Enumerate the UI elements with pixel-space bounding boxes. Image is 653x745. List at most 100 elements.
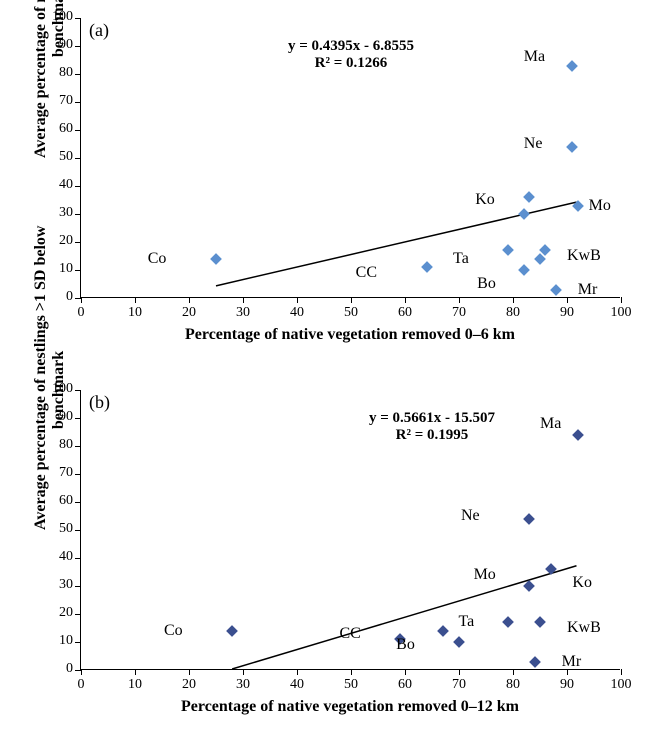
x-tick-label: 100 [611, 305, 632, 321]
x-tick-label: 60 [398, 305, 412, 321]
point-label: Mo [474, 566, 496, 584]
page: (a) y = 0.4395x - 6.8555 R² = 0.1266 010… [0, 0, 653, 745]
x-tick-label: 50 [344, 677, 358, 693]
data-point [517, 264, 530, 277]
y-tick [75, 670, 81, 671]
y-tick [75, 390, 81, 391]
data-point [539, 244, 552, 257]
y-tick-label: 20 [59, 233, 73, 249]
x-tick-label: 20 [182, 677, 196, 693]
x-tick-label: 40 [290, 305, 304, 321]
y-axis-label-a: Average percentage of nestlings >1 SD be… [32, 0, 68, 158]
y-tick [75, 446, 81, 447]
x-tick [459, 297, 460, 303]
point-label: Ko [572, 574, 592, 592]
data-point [571, 199, 584, 212]
point-label: Ma [524, 48, 545, 66]
x-tick [243, 297, 244, 303]
data-point [544, 563, 557, 576]
x-tick-label: 90 [560, 677, 574, 693]
x-tick-label: 10 [128, 305, 142, 321]
x-axis-label-a: Percentage of native vegetation removed … [185, 326, 515, 344]
data-point [501, 244, 514, 257]
y-tick [75, 18, 81, 19]
data-point [571, 428, 584, 441]
x-tick [297, 297, 298, 303]
x-tick [243, 669, 244, 675]
data-point [517, 208, 530, 221]
point-label: CC [356, 264, 377, 282]
x-tick-label: 60 [398, 677, 412, 693]
y-tick [75, 530, 81, 531]
plot-area-b: (b) y = 0.5661x - 15.507 R² = 0.1995 010… [80, 390, 620, 670]
y-tick [75, 298, 81, 299]
y-tick [75, 418, 81, 419]
data-point [453, 636, 466, 649]
x-tick-label: 90 [560, 305, 574, 321]
y-tick [75, 46, 81, 47]
x-tick [189, 669, 190, 675]
data-point [566, 140, 579, 153]
x-tick [621, 297, 622, 303]
x-tick [459, 669, 460, 675]
point-label: Ta [458, 613, 474, 631]
y-tick [75, 642, 81, 643]
data-point [420, 261, 433, 274]
y-tick [75, 474, 81, 475]
point-label: KwB [567, 619, 601, 637]
point-label: Ta [453, 250, 469, 268]
y-tick-label: 10 [59, 633, 73, 649]
point-label: CC [339, 625, 360, 643]
point-label: Mo [589, 197, 611, 215]
x-tick [513, 297, 514, 303]
plot-area-a: (a) y = 0.4395x - 6.8555 R² = 0.1266 010… [80, 18, 620, 298]
x-tick [135, 669, 136, 675]
x-tick [189, 297, 190, 303]
x-tick [351, 297, 352, 303]
y-axis-label-b: Average percentage of nestlings >1 SD be… [32, 250, 68, 530]
point-label: Bo [477, 275, 496, 293]
point-label: Ne [461, 507, 480, 525]
x-tick-label: 70 [452, 677, 466, 693]
x-tick-label: 0 [78, 677, 85, 693]
y-tick [75, 614, 81, 615]
point-label: Bo [396, 636, 415, 654]
chart-a: (a) y = 0.4395x - 6.8555 R² = 0.1266 010… [0, 18, 653, 368]
data-point [550, 283, 563, 296]
x-tick-label: 70 [452, 305, 466, 321]
data-point [436, 624, 449, 637]
point-label: Mr [562, 653, 582, 671]
data-point [226, 624, 239, 637]
point-label: Co [164, 622, 183, 640]
x-tick-label: 100 [611, 677, 632, 693]
x-tick [513, 669, 514, 675]
y-tick [75, 242, 81, 243]
x-tick-label: 20 [182, 305, 196, 321]
y-tick [75, 214, 81, 215]
y-tick [75, 270, 81, 271]
x-tick [81, 297, 82, 303]
x-tick [567, 297, 568, 303]
y-tick [75, 186, 81, 187]
chart-b: (b) y = 0.5661x - 15.507 R² = 0.1995 010… [0, 390, 653, 740]
y-tick [75, 502, 81, 503]
y-tick [75, 102, 81, 103]
point-label: Ma [540, 415, 561, 433]
x-tick-label: 30 [236, 677, 250, 693]
y-tick [75, 74, 81, 75]
x-tick [405, 297, 406, 303]
x-tick [351, 669, 352, 675]
y-tick-label: 40 [59, 549, 73, 565]
x-tick [297, 669, 298, 675]
y-axis-label-a-line1: Average percentage of nestlings >1 SD be… [32, 0, 50, 158]
y-tick-label: 30 [59, 577, 73, 593]
x-tick [405, 669, 406, 675]
y-tick [75, 586, 81, 587]
y-tick-label: 0 [66, 661, 73, 677]
x-tick-label: 0 [78, 305, 85, 321]
y-tick-label: 20 [59, 605, 73, 621]
y-tick-label: 30 [59, 205, 73, 221]
data-point [523, 191, 536, 204]
x-axis-label-b: Percentage of native vegetation removed … [181, 698, 519, 716]
y-tick [75, 158, 81, 159]
